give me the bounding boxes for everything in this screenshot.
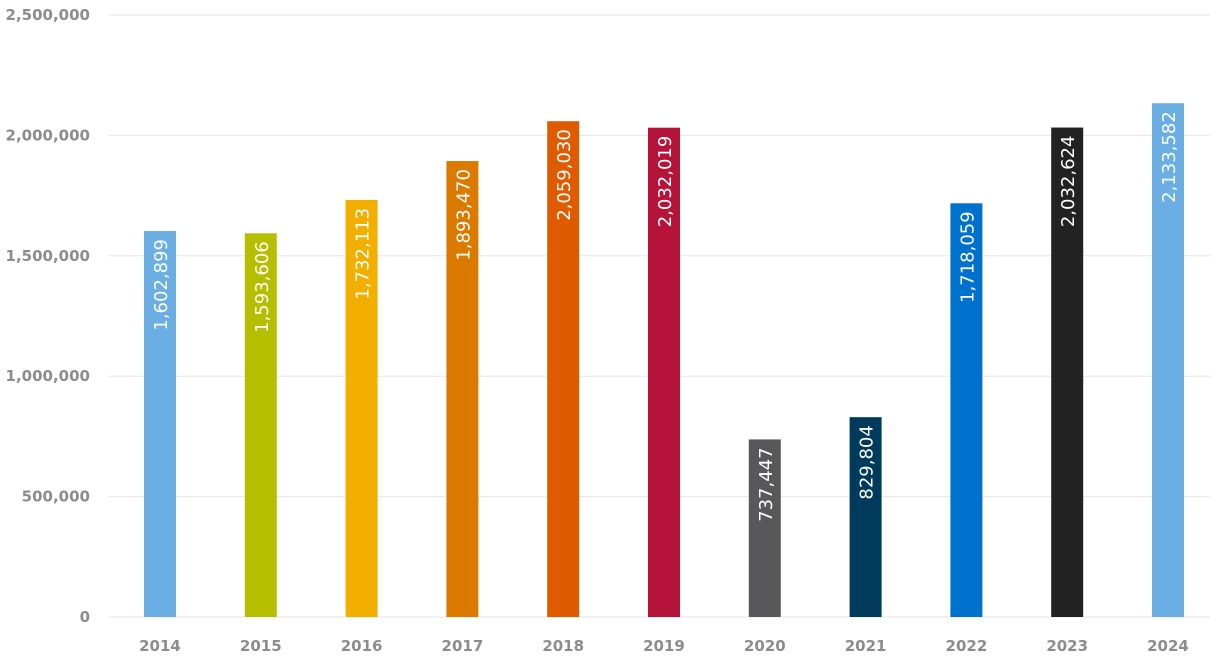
bar-2018 [547,121,580,617]
x-tick-label: 2019 [643,637,685,655]
bar-2020 [748,439,781,617]
y-tick-label: 1,500,000 [6,247,90,265]
data-label-2023: 2,032,624 [1058,136,1079,228]
x-axis-tick-labels: 2014 2015 2016 2017 2018 2019 2020 2021 2022 2023… [139,637,1189,655]
data-label-2018: 2,059,030 [554,129,575,221]
y-axis-tick-labels: 0 500,000 1,000,000 1,500,000 2,000,000 2,500… [6,6,90,626]
data-label-2014: 1,602,899 [151,239,172,331]
data-label-2017: 1,893,470 [453,169,474,261]
bar-2021 [849,417,882,617]
data-labels: 1,602,899 1,593,606 1,732,113 1,893,470 2,05… [151,111,1180,522]
data-label-2020: 737,447 [756,447,777,521]
bar-2019 [648,127,680,618]
x-tick-label: 2020 [744,637,786,655]
data-label-2015: 1,593,606 [252,241,273,333]
y-tick-label: 2,500,000 [6,6,90,24]
y-tick-label: 1,000,000 [6,367,90,385]
x-tick-label: 2018 [542,637,584,655]
x-tick-label: 2023 [1046,637,1088,655]
x-tick-label: 2017 [442,637,484,655]
y-tick-label: 500,000 [22,488,90,506]
bar-2017 [446,161,479,617]
y-tick-label: 0 [80,608,90,626]
data-label-2022: 1,718,059 [957,211,978,303]
bar-2024 [1152,103,1184,617]
bar-2023 [1051,127,1084,618]
x-tick-label: 2022 [946,637,988,655]
bar-2016 [345,199,378,617]
x-tick-label: 2024 [1147,637,1189,655]
bar-2015 [244,233,277,617]
bars [144,103,1184,618]
x-tick-label: 2015 [240,637,282,655]
x-tick-label: 2016 [341,637,383,655]
data-label-2021: 829,804 [857,425,878,499]
bar-2014 [144,231,176,618]
x-tick-label: 2021 [845,637,887,655]
x-tick-label: 2014 [139,637,181,655]
data-label-2016: 1,732,113 [353,208,374,300]
data-label-2024: 2,133,582 [1159,111,1180,203]
y-tick-label: 2,000,000 [6,126,90,144]
bar-2022 [950,203,983,618]
data-label-2019: 2,032,019 [655,136,676,228]
